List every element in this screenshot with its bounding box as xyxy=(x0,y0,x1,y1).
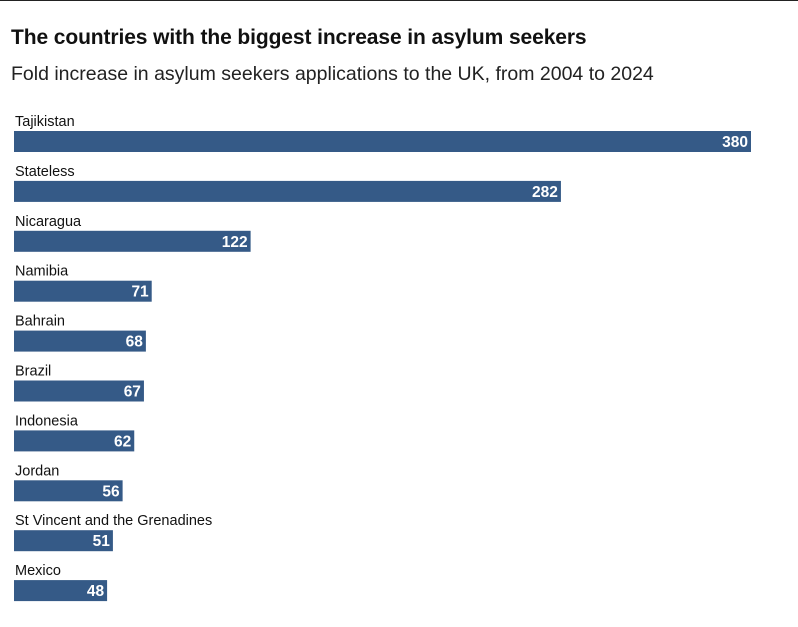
value-label-tajikistan: 380 xyxy=(722,134,748,151)
value-label-namibia: 71 xyxy=(131,284,149,301)
value-label-nicaragua: 122 xyxy=(222,234,248,251)
category-label-bahrain: Bahrain xyxy=(15,314,65,330)
value-label-mexico: 48 xyxy=(87,583,105,600)
category-label-stateless: Stateless xyxy=(15,164,75,180)
value-label-brazil: 67 xyxy=(124,384,141,401)
category-label-indonesia: Indonesia xyxy=(15,413,79,429)
chart-title: The countries with the biggest increase … xyxy=(11,26,587,49)
category-label-mexico: Mexico xyxy=(15,563,61,579)
value-label-st-vincent-and-the-grenadines: 51 xyxy=(93,533,111,550)
value-label-indonesia: 62 xyxy=(114,433,131,450)
top-rule xyxy=(0,0,798,1)
bar-st-vincent-and-the-grenadines xyxy=(14,530,113,552)
value-label-stateless: 282 xyxy=(532,184,558,201)
category-label-nicaragua: Nicaragua xyxy=(15,214,82,230)
value-label-bahrain: 68 xyxy=(126,334,144,351)
bar-bahrain xyxy=(14,330,146,352)
chart-subtitle: Fold increase in asylum seekers applicat… xyxy=(11,63,654,85)
bar-namibia xyxy=(14,280,152,302)
value-label-jordan: 56 xyxy=(102,483,120,500)
bar-jordan xyxy=(14,480,123,502)
bar-brazil xyxy=(14,380,144,402)
bar-mexico xyxy=(14,580,108,602)
category-label-jordan: Jordan xyxy=(15,463,59,479)
bar-tajikistan xyxy=(14,131,751,152)
bar-stateless xyxy=(14,180,561,202)
bar-nicaragua xyxy=(14,230,251,252)
category-label-tajikistan: Tajikistan xyxy=(15,114,75,130)
category-label-brazil: Brazil xyxy=(15,364,51,380)
category-label-namibia: Namibia xyxy=(15,264,69,280)
bar-indonesia xyxy=(14,430,135,452)
category-label-st-vincent-and-the-grenadines: St Vincent and the Grenadines xyxy=(15,513,212,529)
